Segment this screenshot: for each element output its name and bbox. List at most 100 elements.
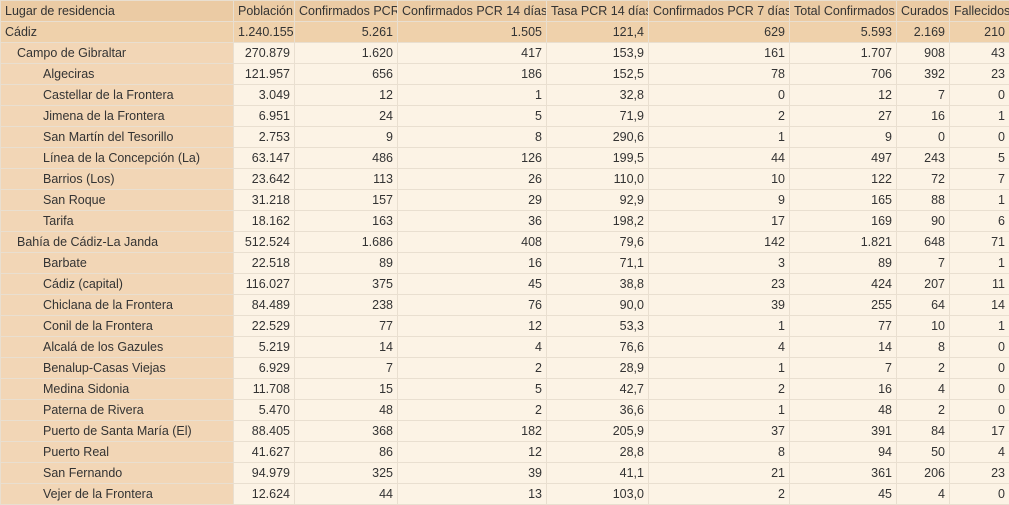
table-row: Alcalá de los Gazules 5.219 14 4 76,6 4 14 8 0 bbox=[0, 336, 1009, 358]
value-cell: 391 bbox=[789, 420, 897, 442]
value-cell: 199,5 bbox=[546, 147, 649, 169]
value-cell: 206 bbox=[896, 462, 950, 484]
place-name: Línea de la Concepción (La) bbox=[0, 147, 234, 169]
place-name: Puerto de Santa María (El) bbox=[0, 420, 234, 442]
table-row: Campo de Gibraltar 270.879 1.620 417 153,9 16… bbox=[0, 42, 1009, 64]
value-cell: 8 bbox=[648, 441, 790, 463]
value-cell: 8 bbox=[896, 336, 950, 358]
value-cell: 2.169 bbox=[896, 21, 950, 43]
value-cell: 1.707 bbox=[789, 42, 897, 64]
place-name: San Fernando bbox=[0, 462, 234, 484]
value-cell: 6.951 bbox=[233, 105, 295, 127]
place-name: San Martín del Tesorillo bbox=[0, 126, 234, 148]
value-cell: 9 bbox=[789, 126, 897, 148]
value-cell: 27 bbox=[789, 105, 897, 127]
place-name: Alcalá de los Gazules bbox=[0, 336, 234, 358]
value-cell: 153,9 bbox=[546, 42, 649, 64]
value-cell: 1 bbox=[949, 189, 1009, 211]
value-cell: 122 bbox=[789, 168, 897, 190]
value-cell: 45 bbox=[397, 273, 547, 295]
value-cell: 1 bbox=[949, 105, 1009, 127]
value-cell: 16 bbox=[896, 105, 950, 127]
value-cell: 72 bbox=[896, 168, 950, 190]
value-cell: 17 bbox=[949, 420, 1009, 442]
column-header: Total Confirmados bbox=[789, 0, 897, 22]
value-cell: 88 bbox=[896, 189, 950, 211]
value-cell: 71,1 bbox=[546, 252, 649, 274]
place-name: Benalup-Casas Viejas bbox=[0, 357, 234, 379]
value-cell: 64 bbox=[896, 294, 950, 316]
value-cell: 45 bbox=[789, 483, 897, 505]
value-cell: 255 bbox=[789, 294, 897, 316]
value-cell: 205,9 bbox=[546, 420, 649, 442]
value-cell: 53,3 bbox=[546, 315, 649, 337]
value-cell: 12 bbox=[397, 441, 547, 463]
value-cell: 7 bbox=[896, 84, 950, 106]
value-cell: 10 bbox=[648, 168, 790, 190]
value-cell: 6.929 bbox=[233, 357, 295, 379]
value-cell: 121.957 bbox=[233, 63, 295, 85]
value-cell: 7 bbox=[294, 357, 398, 379]
value-cell: 63.147 bbox=[233, 147, 295, 169]
value-cell: 78 bbox=[648, 63, 790, 85]
value-cell: 1 bbox=[648, 357, 790, 379]
value-cell: 8 bbox=[397, 126, 547, 148]
value-cell: 5 bbox=[949, 147, 1009, 169]
value-cell: 9 bbox=[648, 189, 790, 211]
value-cell: 2 bbox=[648, 378, 790, 400]
place-name: Barrios (Los) bbox=[0, 168, 234, 190]
value-cell: 142 bbox=[648, 231, 790, 253]
value-cell: 76 bbox=[397, 294, 547, 316]
value-cell: 90 bbox=[896, 210, 950, 232]
value-cell: 84 bbox=[896, 420, 950, 442]
value-cell: 0 bbox=[949, 126, 1009, 148]
value-cell: 10 bbox=[896, 315, 950, 337]
value-cell: 36,6 bbox=[546, 399, 649, 421]
value-cell: 161 bbox=[648, 42, 790, 64]
value-cell: 12 bbox=[397, 315, 547, 337]
value-cell: 77 bbox=[789, 315, 897, 337]
place-name: Algeciras bbox=[0, 63, 234, 85]
value-cell: 44 bbox=[648, 147, 790, 169]
value-cell: 71,9 bbox=[546, 105, 649, 127]
place-name: Tarifa bbox=[0, 210, 234, 232]
value-cell: 86 bbox=[294, 441, 398, 463]
value-cell: 22.518 bbox=[233, 252, 295, 274]
value-cell: 361 bbox=[789, 462, 897, 484]
column-header: Población bbox=[233, 0, 295, 22]
value-cell: 15 bbox=[294, 378, 398, 400]
value-cell: 648 bbox=[896, 231, 950, 253]
value-cell: 1 bbox=[949, 315, 1009, 337]
value-cell: 14 bbox=[949, 294, 1009, 316]
value-cell: 1 bbox=[949, 252, 1009, 274]
table-row: San Martín del Tesorillo 2.753 9 8 290,6 1 9 0 0 bbox=[0, 126, 1009, 148]
column-header: Tasa PCR 14 días bbox=[546, 0, 649, 22]
value-cell: 12 bbox=[294, 84, 398, 106]
table-row: Vejer de la Frontera 12.624 44 13 103,0 2 45 4 0 bbox=[0, 483, 1009, 505]
table-row: Chiclana de la Frontera 84.489 238 76 90,0 39… bbox=[0, 294, 1009, 316]
table-row: Conil de la Frontera 22.529 77 12 53,3 1 77 10 1 bbox=[0, 315, 1009, 337]
value-cell: 1 bbox=[648, 315, 790, 337]
value-cell: 5.261 bbox=[294, 21, 398, 43]
value-cell: 5.593 bbox=[789, 21, 897, 43]
place-name: Conil de la Frontera bbox=[0, 315, 234, 337]
value-cell: 5 bbox=[397, 378, 547, 400]
value-cell: 0 bbox=[949, 357, 1009, 379]
table-row: Jimena de la Frontera 6.951 24 5 71,9 2 27 16 1 bbox=[0, 105, 1009, 127]
value-cell: 2 bbox=[397, 357, 547, 379]
value-cell: 38,8 bbox=[546, 273, 649, 295]
place-name: Chiclana de la Frontera bbox=[0, 294, 234, 316]
value-cell: 0 bbox=[949, 399, 1009, 421]
value-cell: 13 bbox=[397, 483, 547, 505]
value-cell: 31.218 bbox=[233, 189, 295, 211]
table-row: Tarifa 18.162 163 36 198,2 17 169 90 6 bbox=[0, 210, 1009, 232]
value-cell: 186 bbox=[397, 63, 547, 85]
value-cell: 88.405 bbox=[233, 420, 295, 442]
place-name: Jimena de la Frontera bbox=[0, 105, 234, 127]
value-cell: 89 bbox=[789, 252, 897, 274]
value-cell: 4 bbox=[896, 378, 950, 400]
value-cell: 94 bbox=[789, 441, 897, 463]
value-cell: 375 bbox=[294, 273, 398, 295]
table-row: Bahía de Cádiz-La Janda 512.524 1.686 408 79… bbox=[0, 231, 1009, 253]
value-cell: 79,6 bbox=[546, 231, 649, 253]
